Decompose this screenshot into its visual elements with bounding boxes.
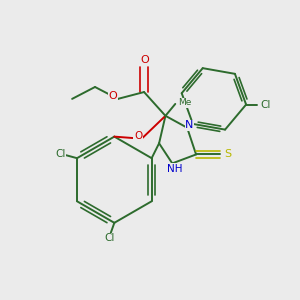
Text: O: O [108,91,117,101]
Text: Cl: Cl [261,100,271,110]
Text: N: N [185,120,194,130]
Text: Me: Me [178,98,191,107]
Text: NH: NH [167,164,182,174]
Text: S: S [225,149,232,160]
Text: Cl: Cl [105,233,115,243]
Text: O: O [140,55,149,65]
Text: Cl: Cl [56,149,66,159]
Text: O: O [134,131,142,141]
